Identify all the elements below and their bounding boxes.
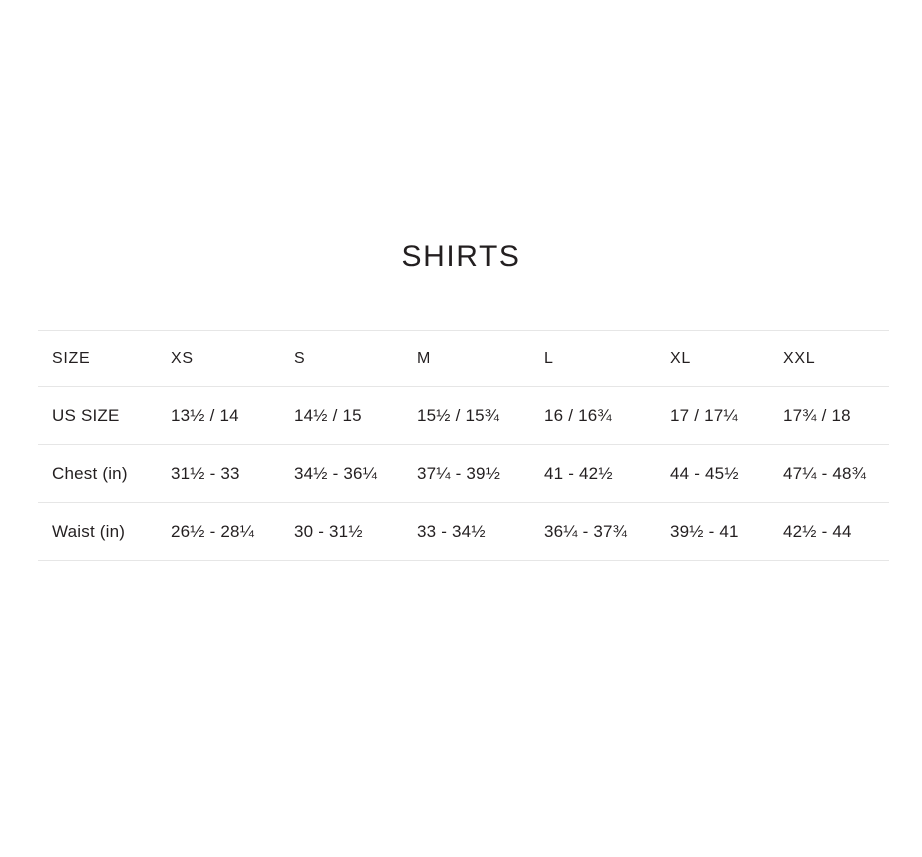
cell-waist-s: 30 - 31½ xyxy=(294,521,363,541)
column-header-s: S xyxy=(294,349,306,367)
row-label-us-size: US SIZE xyxy=(52,405,120,425)
table-header-row: SIZE XS S M L XL XXL xyxy=(38,330,889,387)
column-header-xl: XL xyxy=(670,349,691,367)
cell-us-size-s: 14½ / 15 xyxy=(294,405,362,425)
table-row: Chest (in) 31½ - 33 34½ - 36¼ 37¼ - 39½ … xyxy=(38,445,889,503)
table-row: Waist (in) 26½ - 28¼ 30 - 31½ 33 - 34½ 3… xyxy=(38,503,889,561)
cell-chest-xxl: 47¼ - 48¾ xyxy=(783,463,867,483)
column-header-l: L xyxy=(544,349,554,367)
page-title: SHIRTS xyxy=(401,240,521,273)
cell-us-size-xl: 17 / 17¼ xyxy=(670,405,738,425)
cell-waist-l: 36¼ - 37¾ xyxy=(544,521,628,541)
cell-waist-m: 33 - 34½ xyxy=(417,521,486,541)
cell-us-size-xs: 13½ / 14 xyxy=(171,405,239,425)
column-header-m: M xyxy=(417,349,432,367)
row-label-chest: Chest (in) xyxy=(52,463,128,483)
cell-chest-s: 34½ - 36¼ xyxy=(294,463,378,483)
cell-chest-xs: 31½ - 33 xyxy=(171,463,240,483)
table-row: US SIZE 13½ / 14 14½ / 15 15½ / 15¾ 16 /… xyxy=(38,386,889,445)
table-header: SIZE XS S M L XL XXL xyxy=(38,330,889,387)
column-header-size: SIZE xyxy=(52,349,91,367)
row-label-waist: Waist (in) xyxy=(52,521,126,541)
table-body: US SIZE 13½ / 14 14½ / 15 15½ / 15¾ 16 /… xyxy=(38,386,889,561)
size-chart-table: SIZE XS S M L XL XXL US SIZE 13½ / 14 14… xyxy=(38,330,889,561)
cell-us-size-m: 15½ / 15¾ xyxy=(417,405,500,425)
cell-waist-xl: 39½ - 41 xyxy=(670,521,739,541)
cell-chest-l: 41 - 42½ xyxy=(544,463,613,483)
column-header-xs: XS xyxy=(171,349,194,367)
cell-chest-xl: 44 - 45½ xyxy=(670,463,739,483)
column-header-xxl: XXL xyxy=(783,349,816,367)
cell-waist-xxl: 42½ - 44 xyxy=(783,521,852,541)
cell-waist-xs: 26½ - 28¼ xyxy=(171,521,255,541)
cell-chest-m: 37¼ - 39½ xyxy=(417,463,501,483)
cell-us-size-xxl: 17¾ / 18 xyxy=(783,405,851,425)
cell-us-size-l: 16 / 16¾ xyxy=(544,405,612,425)
